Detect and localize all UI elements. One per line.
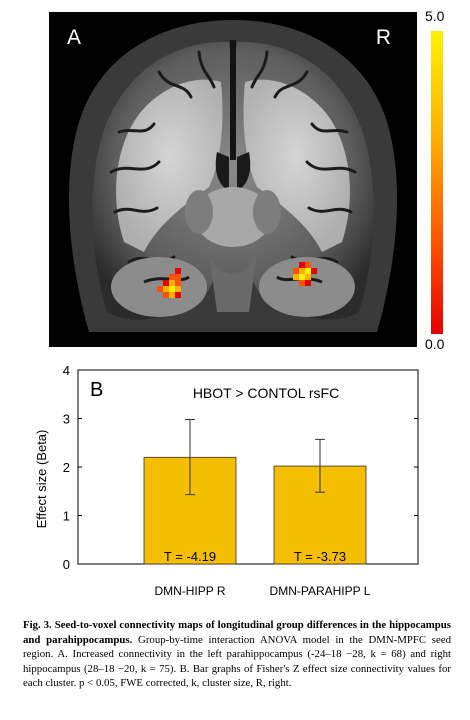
x-tick-label: DMN-HIPP R (154, 584, 225, 598)
y-tick-label: 4 (63, 363, 70, 378)
panel-a-letter: A (67, 26, 82, 49)
bar-chart-svg: 0 1 2 3 4 T = -4.19 DMN-HIPP R T = -3.73 DMN-PAR… (34, 363, 419, 598)
x-tick-label: DMN-PARAHIPP L (270, 584, 371, 598)
right-hippocampus-cluster (293, 262, 317, 286)
brain-coronal-image: A R (49, 12, 417, 347)
colorbar-min-label: 0.0 (425, 336, 445, 352)
y-tick-label: 0 (63, 557, 70, 572)
y-axis-label: Effect size (Beta) (34, 430, 49, 529)
y-tick-label: 1 (63, 509, 70, 524)
chart-title: HBOT > CONTOL rsFC (193, 385, 339, 401)
figure-caption: Fig. 3. Seed-to-voxel connectivity maps … (23, 618, 451, 691)
left-parahippocampus-cluster (157, 268, 181, 298)
brain-slice-graphic (68, 20, 398, 332)
y-tick-label: 2 (63, 460, 70, 475)
caption-title: Seed-to-voxel connectivity maps of longi… (23, 619, 451, 646)
bar-t-annotation: T = -4.19 (164, 549, 216, 564)
right-side-label: R (375, 26, 391, 49)
panel-b-bar-chart: 0 1 2 3 4 T = -4.19 DMN-HIPP R T = -3.73 DMN-PAR… (0, 355, 470, 617)
bar-t-annotation: T = -3.73 (294, 549, 346, 564)
y-tick-label: 3 (63, 412, 70, 427)
colorbar-max-label: 5.0 (425, 8, 445, 24)
colorbar (431, 31, 443, 334)
caption-body: Group-by-time interaction ANOVA model in… (23, 633, 451, 690)
panel-b-letter: B (90, 379, 103, 401)
caption-figure-label: Fig. 3. (23, 619, 52, 631)
